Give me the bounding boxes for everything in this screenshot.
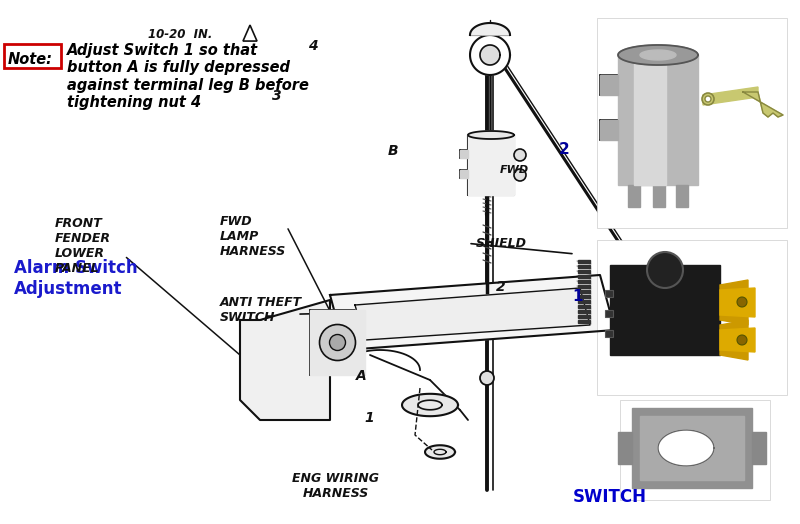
Polygon shape (470, 23, 510, 35)
Bar (597, 18, 787, 228)
Polygon shape (480, 45, 500, 65)
Polygon shape (470, 35, 510, 75)
Polygon shape (743, 92, 783, 117)
Text: FRONT
FENDER
LOWER
PANEL: FRONT FENDER LOWER PANEL (54, 217, 110, 276)
Polygon shape (640, 50, 676, 60)
Polygon shape (578, 280, 590, 283)
Text: SHIELD: SHIELD (476, 237, 527, 250)
Text: Adjust Switch 1 so that
button A is fully depressed
against terminal leg B befor: Adjust Switch 1 so that button A is full… (67, 43, 309, 110)
Polygon shape (460, 170, 468, 178)
Polygon shape (578, 275, 590, 278)
Polygon shape (632, 408, 752, 488)
Polygon shape (310, 310, 365, 375)
Text: A: A (356, 369, 366, 384)
Polygon shape (752, 432, 766, 464)
Polygon shape (720, 280, 748, 325)
Polygon shape (720, 288, 755, 317)
Polygon shape (628, 185, 640, 207)
Polygon shape (610, 265, 720, 355)
Text: Alarm Switch
Adjustment: Alarm Switch Adjustment (14, 259, 138, 298)
Circle shape (514, 169, 526, 181)
Polygon shape (600, 120, 618, 140)
Polygon shape (634, 55, 666, 185)
Bar (597, 240, 787, 395)
Text: 10-20  IN.: 10-20 IN. (148, 28, 212, 40)
Polygon shape (240, 300, 330, 420)
Bar (605, 330, 613, 337)
Polygon shape (578, 300, 590, 303)
Polygon shape (640, 416, 744, 480)
Circle shape (330, 334, 346, 351)
Bar (605, 310, 613, 317)
Polygon shape (600, 75, 618, 95)
Text: ENG WIRING
HARNESS: ENG WIRING HARNESS (293, 473, 379, 500)
Polygon shape (460, 150, 468, 158)
Polygon shape (402, 394, 458, 416)
Text: SWITCH: SWITCH (573, 488, 646, 506)
Circle shape (514, 149, 526, 161)
Polygon shape (578, 305, 590, 308)
Circle shape (737, 335, 747, 345)
Circle shape (480, 371, 494, 385)
Polygon shape (578, 285, 590, 288)
Text: 2: 2 (558, 142, 569, 157)
Circle shape (647, 252, 683, 288)
Polygon shape (578, 310, 590, 313)
Text: Note:: Note: (8, 51, 53, 67)
Polygon shape (578, 265, 590, 268)
Polygon shape (578, 260, 590, 263)
Polygon shape (578, 270, 590, 273)
Circle shape (705, 96, 711, 102)
Polygon shape (468, 131, 514, 139)
Circle shape (737, 297, 747, 307)
Polygon shape (720, 320, 748, 360)
Polygon shape (676, 185, 688, 207)
Text: 1: 1 (572, 289, 582, 303)
Text: 2: 2 (496, 280, 506, 294)
Polygon shape (618, 45, 698, 65)
Polygon shape (703, 87, 758, 105)
Text: ANTI THEFT
SWITCH: ANTI THEFT SWITCH (220, 296, 302, 324)
Text: FWD
LAMP
HARNESS: FWD LAMP HARNESS (220, 215, 286, 258)
Polygon shape (578, 290, 590, 293)
Polygon shape (330, 275, 615, 350)
Circle shape (702, 93, 714, 105)
Polygon shape (425, 445, 455, 458)
Text: 3: 3 (272, 89, 282, 103)
Text: B: B (388, 144, 398, 158)
Polygon shape (720, 328, 755, 352)
Bar (605, 290, 613, 297)
Polygon shape (653, 185, 665, 207)
Polygon shape (578, 320, 590, 323)
Polygon shape (578, 295, 590, 298)
Polygon shape (618, 55, 698, 185)
Circle shape (319, 324, 355, 361)
Text: FWD: FWD (500, 165, 529, 176)
Polygon shape (618, 432, 632, 464)
Text: 1: 1 (364, 411, 374, 425)
Polygon shape (355, 288, 590, 340)
Text: 4: 4 (308, 39, 318, 53)
Bar (620, 400, 770, 500)
Polygon shape (578, 315, 590, 318)
Polygon shape (658, 430, 714, 466)
Polygon shape (468, 135, 514, 195)
